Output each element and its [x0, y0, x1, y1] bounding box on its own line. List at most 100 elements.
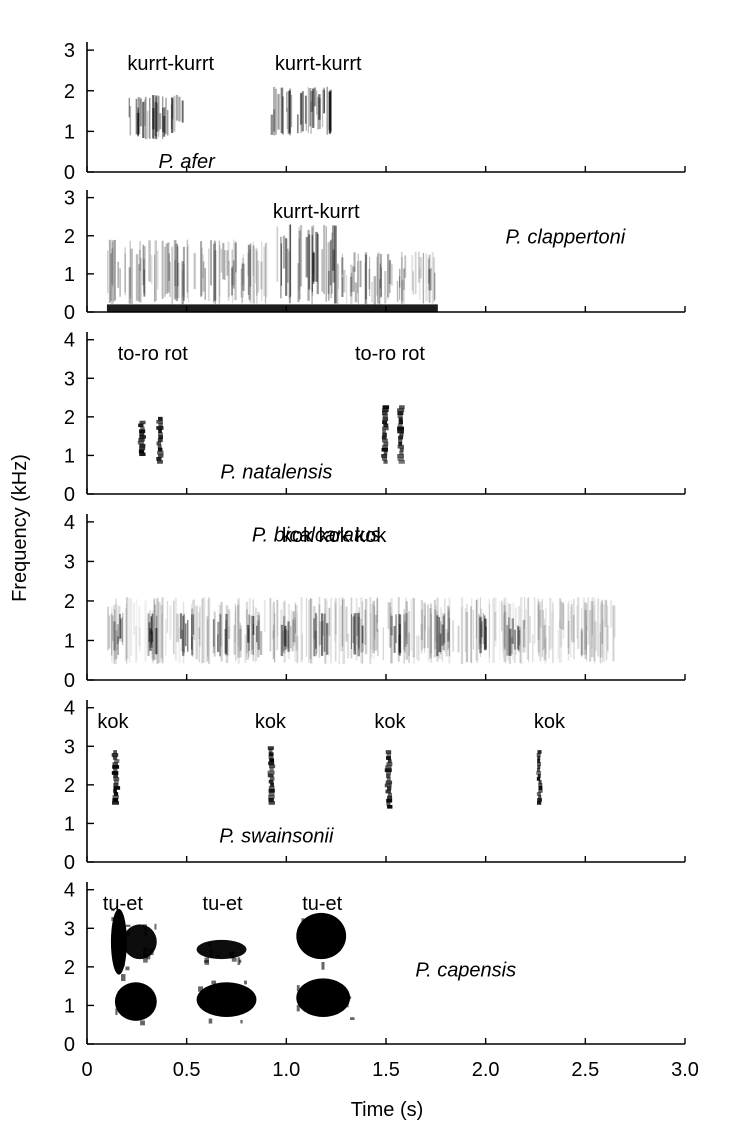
noise-streak: [255, 607, 258, 661]
noise-streak: [113, 604, 116, 665]
pulse-slice: [383, 460, 388, 464]
noise-streak: [430, 613, 432, 654]
y-tick-label: 1: [64, 121, 75, 143]
noise-streak: [290, 626, 292, 649]
x-tick-label: 0: [81, 1059, 92, 1081]
noise-streak: [134, 625, 138, 663]
energy-speck: [311, 943, 317, 948]
noise-streak: [138, 606, 141, 647]
y-tick-label: 3: [64, 368, 75, 390]
pulse-slice: [397, 454, 404, 458]
panel: 0 1 2 3 kurrt-kurrt P. clappertoni: [64, 188, 686, 324]
energy-speck: [125, 991, 129, 998]
noise-streak: [239, 622, 242, 652]
x-tick-label: 1.5: [372, 1059, 400, 1081]
noise-streak: [352, 266, 355, 292]
noise-streak: [202, 254, 204, 279]
pulse-slice: [268, 761, 275, 766]
noise-streak: [129, 106, 132, 136]
noise-streak: [369, 597, 372, 665]
noise-streak: [519, 597, 523, 664]
noise-streak: [457, 625, 460, 653]
noise-streak: [256, 250, 258, 296]
noise-streak: [532, 634, 534, 662]
noise-streak: [612, 605, 615, 662]
noise-streak: [421, 609, 423, 651]
noise-streak: [334, 225, 337, 304]
panel: 0 1 2 3 4 to-ro rot to-ro rot P. natalensis: [64, 330, 686, 506]
pulse-slice: [385, 765, 392, 770]
noise-streak: [273, 109, 276, 132]
noise-streak: [361, 625, 364, 653]
noise-streak: [129, 240, 131, 299]
noise-streak: [586, 625, 588, 662]
noise-streak: [431, 252, 434, 304]
noise-streak: [373, 276, 377, 305]
noise-streak: [479, 616, 482, 644]
noise-streak: [475, 600, 478, 661]
x-tick-label: 1.0: [272, 1059, 300, 1081]
y-tick-label: 1: [64, 995, 75, 1017]
noise-streak: [148, 240, 151, 282]
noise-streak: [310, 101, 313, 134]
noise-streak: [514, 607, 517, 655]
noise-streak: [420, 599, 424, 641]
noise-streak: [548, 626, 550, 659]
energy-speck: [111, 908, 115, 912]
pulse-slice: [157, 447, 163, 452]
noise-streak: [182, 615, 185, 656]
noise-streak: [480, 624, 483, 649]
noise-streak: [374, 605, 376, 640]
noise-streak: [613, 605, 616, 638]
energy-blob: [106, 304, 438, 312]
noise-streak: [413, 598, 415, 665]
noise-streak: [117, 261, 120, 288]
noise-streak: [440, 621, 442, 655]
pulse-slice: [113, 789, 117, 793]
noise-streak: [476, 600, 478, 639]
noise-streak: [525, 609, 527, 653]
energy-blob: [247, 614, 263, 656]
noise-streak: [244, 634, 247, 663]
pulse-slice: [386, 798, 393, 803]
noise-streak: [178, 627, 181, 664]
noise-streak: [605, 600, 608, 661]
energy-speck: [323, 947, 327, 951]
pulse-slice: [157, 438, 163, 443]
noise-streak: [143, 246, 146, 297]
noise-streak: [305, 598, 308, 657]
noise-streak: [405, 601, 409, 660]
noise-streak: [319, 621, 323, 645]
energy-core: [196, 939, 247, 960]
noise-streak: [155, 95, 158, 140]
energy-speck: [237, 957, 241, 965]
energy-speck: [346, 996, 352, 1000]
noise-streak: [128, 598, 131, 664]
noise-streak: [336, 263, 339, 304]
noise-streak: [119, 268, 121, 297]
noise-streak: [152, 108, 155, 130]
noise-streak: [152, 610, 154, 664]
noise-streak: [208, 248, 210, 301]
noise-streak: [175, 243, 179, 302]
panel: 0 1 2 3 4 kok kok kok kok P. swainsonii: [64, 698, 686, 874]
pulse-slice: [386, 771, 391, 776]
y-axis-label: Frequency (kHz): [9, 454, 31, 602]
pulse-slice: [269, 767, 274, 772]
energy-speck: [221, 984, 227, 987]
noise-streak: [110, 253, 112, 302]
energy-blob: [122, 923, 157, 963]
noise-streak: [254, 606, 257, 664]
noise-streak: [213, 240, 216, 302]
energy-blob: [381, 405, 390, 464]
noise-streak: [429, 254, 431, 303]
noise-streak: [569, 606, 572, 658]
noise-streak: [405, 613, 409, 645]
noise-streak: [282, 96, 284, 135]
energy-speck: [301, 918, 305, 924]
noise-streak: [483, 615, 486, 650]
pulse-slice: [112, 765, 120, 769]
noise-streak: [144, 99, 146, 126]
energy-speck: [198, 986, 204, 992]
noise-streak: [321, 613, 324, 656]
